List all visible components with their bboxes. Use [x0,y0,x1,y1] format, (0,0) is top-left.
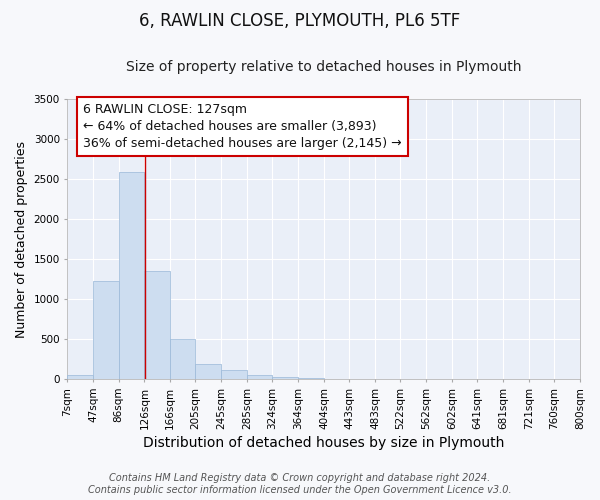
Bar [272,377,298,380]
Text: 6 RAWLIN CLOSE: 127sqm
← 64% of detached houses are smaller (3,893)
36% of semi-: 6 RAWLIN CLOSE: 127sqm ← 64% of detached… [83,103,401,150]
Title: Size of property relative to detached houses in Plymouth: Size of property relative to detached ho… [126,60,521,74]
Bar [196,364,221,380]
Bar [119,172,145,380]
Y-axis label: Number of detached properties: Number of detached properties [15,140,28,338]
X-axis label: Distribution of detached houses by size in Plymouth: Distribution of detached houses by size … [143,436,505,450]
Bar [221,370,247,380]
Bar [170,339,196,380]
Text: 6, RAWLIN CLOSE, PLYMOUTH, PL6 5TF: 6, RAWLIN CLOSE, PLYMOUTH, PL6 5TF [139,12,461,30]
Text: Contains HM Land Registry data © Crown copyright and database right 2024.
Contai: Contains HM Land Registry data © Crown c… [88,474,512,495]
Bar [247,376,272,380]
Bar [145,271,170,380]
Bar [298,378,324,380]
Bar [93,280,119,380]
Bar [67,376,93,380]
